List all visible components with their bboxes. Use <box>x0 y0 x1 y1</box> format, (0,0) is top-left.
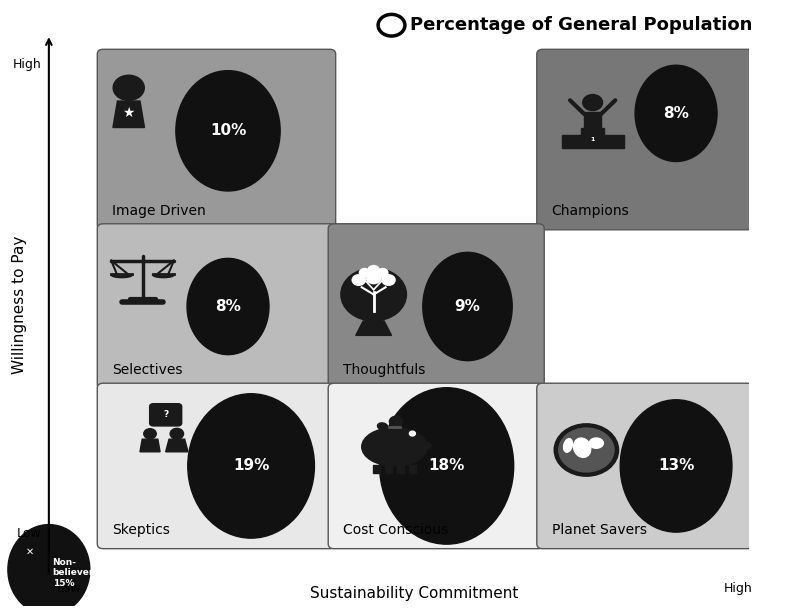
Polygon shape <box>356 321 391 336</box>
Polygon shape <box>409 465 416 473</box>
Circle shape <box>368 265 380 275</box>
Text: ✕: ✕ <box>26 547 34 557</box>
Ellipse shape <box>423 253 512 361</box>
FancyBboxPatch shape <box>97 224 335 389</box>
Ellipse shape <box>188 393 314 538</box>
Text: 8%: 8% <box>663 106 689 121</box>
Text: 1: 1 <box>590 137 595 142</box>
Text: Low: Low <box>17 526 41 540</box>
Text: Selectives: Selectives <box>112 363 183 377</box>
Polygon shape <box>113 101 144 127</box>
Circle shape <box>409 431 416 436</box>
Circle shape <box>360 268 370 277</box>
Polygon shape <box>373 465 380 473</box>
Text: High: High <box>724 582 752 595</box>
Text: 18%: 18% <box>428 459 465 473</box>
FancyBboxPatch shape <box>537 383 752 548</box>
Text: 19%: 19% <box>233 459 269 473</box>
Polygon shape <box>166 439 188 452</box>
Text: Sustainability Commitment: Sustainability Commitment <box>309 586 518 601</box>
Polygon shape <box>385 465 392 473</box>
Polygon shape <box>582 127 604 148</box>
FancyBboxPatch shape <box>328 224 544 389</box>
Circle shape <box>341 268 407 321</box>
Text: Non-
believers
15%: Non- believers 15% <box>53 558 100 587</box>
Text: Thoughtfuls: Thoughtfuls <box>343 363 425 377</box>
Text: Low: Low <box>57 582 81 595</box>
Text: Willingness to Pay: Willingness to Pay <box>11 236 27 374</box>
Polygon shape <box>140 439 160 452</box>
Text: 13%: 13% <box>658 459 694 473</box>
FancyBboxPatch shape <box>150 404 181 426</box>
Ellipse shape <box>380 388 514 544</box>
Circle shape <box>143 429 156 439</box>
Circle shape <box>352 274 365 285</box>
Ellipse shape <box>176 71 280 191</box>
FancyBboxPatch shape <box>328 383 544 548</box>
Circle shape <box>377 268 388 277</box>
Text: Skeptics: Skeptics <box>112 523 170 537</box>
Ellipse shape <box>362 428 428 466</box>
Text: 10%: 10% <box>210 123 246 138</box>
Ellipse shape <box>187 259 269 354</box>
Ellipse shape <box>635 65 717 162</box>
Circle shape <box>366 271 381 284</box>
Circle shape <box>170 428 184 439</box>
FancyBboxPatch shape <box>97 383 335 548</box>
Ellipse shape <box>418 442 431 450</box>
Circle shape <box>382 274 395 285</box>
Ellipse shape <box>573 438 590 458</box>
Text: Percentage of General Population: Percentage of General Population <box>410 16 752 34</box>
Polygon shape <box>561 135 582 148</box>
Text: ?: ? <box>163 411 168 419</box>
Ellipse shape <box>589 438 603 448</box>
Circle shape <box>582 95 603 110</box>
Text: 9%: 9% <box>454 299 480 314</box>
Circle shape <box>390 416 403 427</box>
Polygon shape <box>397 465 404 473</box>
Text: High: High <box>13 59 41 71</box>
Ellipse shape <box>8 525 90 610</box>
FancyBboxPatch shape <box>537 49 752 230</box>
Ellipse shape <box>377 423 388 430</box>
Text: Cost Conscious: Cost Conscious <box>343 523 449 537</box>
Ellipse shape <box>564 439 573 452</box>
Text: ★: ★ <box>122 106 135 120</box>
Ellipse shape <box>620 400 732 532</box>
Circle shape <box>113 75 144 101</box>
Text: Image Driven: Image Driven <box>112 204 206 218</box>
Text: Planet Savers: Planet Savers <box>552 523 646 537</box>
FancyBboxPatch shape <box>97 49 335 230</box>
Polygon shape <box>604 135 624 148</box>
Text: Champions: Champions <box>552 204 629 218</box>
Text: 8%: 8% <box>215 299 241 314</box>
Polygon shape <box>584 112 601 127</box>
Circle shape <box>556 426 616 474</box>
